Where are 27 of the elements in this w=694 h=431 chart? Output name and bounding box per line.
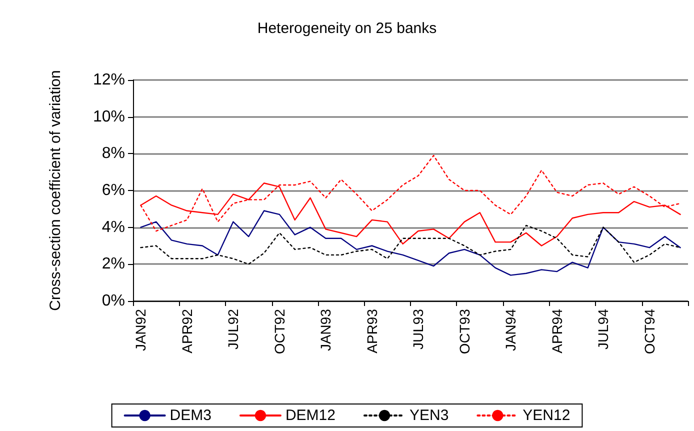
legend-label: DEM3 [170,407,212,424]
y-tick-label: 6% [102,182,125,199]
x-tick-label: APR92 [178,308,195,354]
x-tick-label: APR94 [548,308,565,354]
x-tick-label: OCT93 [456,308,472,354]
y-tick-label: 2% [102,256,125,273]
line-series [140,224,681,265]
x-tick-label: JAN93 [318,308,334,352]
x-tick-label: JAN94 [502,308,519,352]
x-tick-label: OCT94 [641,308,658,354]
line-series [140,210,681,276]
y-axis-title: Cross-section coefficient of variation [47,70,64,311]
y-tick-label: 0% [102,292,125,310]
x-tick-label: JUL94 [595,308,612,350]
legend-label: YEN12 [522,407,570,424]
chart-title: Heterogeneity on 25 banks [257,20,437,37]
x-tick-label: OCT92 [271,308,288,354]
y-tick-label: 8% [102,145,125,162]
x-tick-label: APR93 [364,308,380,354]
legend-label: DEM12 [285,407,336,424]
y-tick-label: 4% [102,218,125,236]
x-tick-label: JUL93 [410,308,426,350]
y-tick-label: 10% [92,108,125,126]
y-tick-label: 12% [92,72,125,88]
x-tick-label: JUL92 [225,308,242,350]
legend-label: YEN3 [409,407,449,424]
x-tick-label: JAN92 [132,308,149,352]
